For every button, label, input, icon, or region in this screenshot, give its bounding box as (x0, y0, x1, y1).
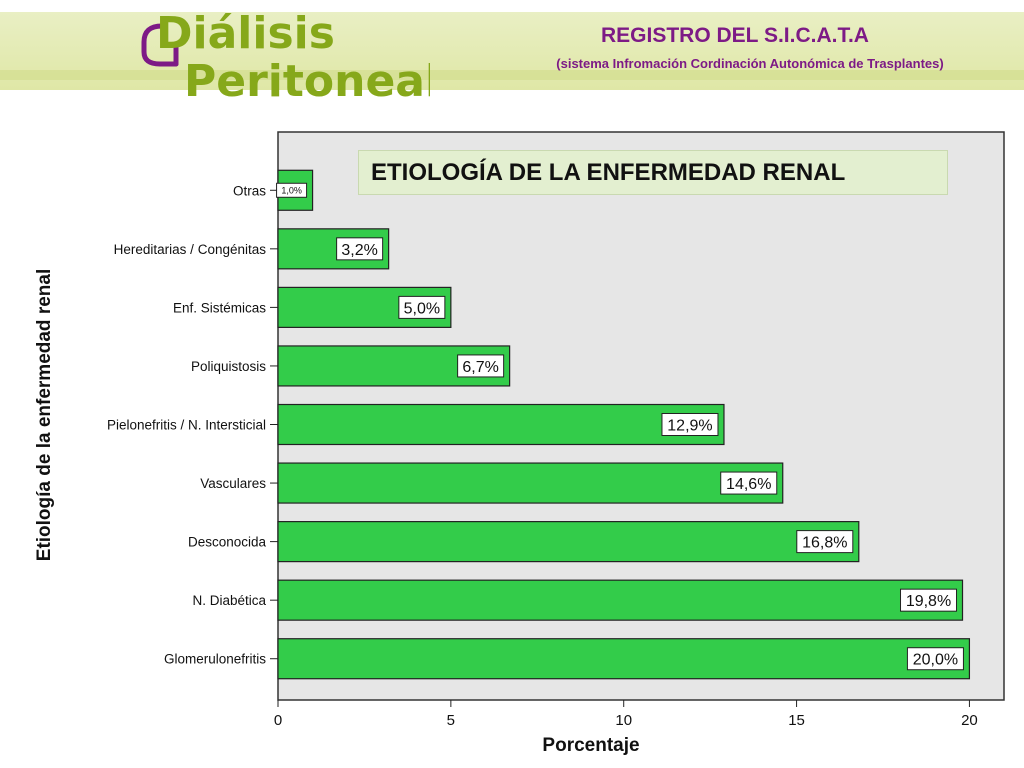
bar-4 (277, 403, 725, 446)
data-label-5: 14,6% (726, 476, 771, 493)
data-label-box-6 (796, 530, 854, 554)
y-axis-title: Etiología de la enfermedad renal (34, 269, 55, 561)
x-tick-label-0: 0 (274, 712, 282, 729)
banner-stripe (0, 70, 1024, 80)
registry-title: REGISTRO DEL S.I.C.A.T.A (601, 24, 869, 47)
logo-line1: Diálisis (156, 8, 335, 59)
category-label-0: Otras (233, 183, 266, 198)
category-label-3: Poliquistosis (191, 359, 266, 374)
data-label-box-0 (276, 182, 308, 198)
data-label-8: 20,0% (913, 652, 958, 669)
category-label-4: Pielonefritis / N. Intersticial (107, 418, 266, 433)
bar-6 (277, 521, 860, 563)
data-label-7: 19,8% (906, 593, 951, 610)
data-label-2: 5,0% (404, 300, 440, 317)
header-banner (0, 12, 1024, 90)
category-label-8: Glomerulonefritis (164, 652, 266, 667)
x-tick-label-1: 5 (447, 712, 455, 729)
data-label-6: 16,8% (802, 535, 847, 552)
data-label-0: 1,0% (281, 185, 302, 195)
data-label-1: 3,2% (341, 242, 377, 259)
data-label-box-7 (900, 588, 958, 612)
data-label-box-2 (398, 295, 446, 319)
registry-subtitle: (sistema Infromación Cordinación Autonóm… (556, 56, 944, 71)
x-axis-title: Porcentaje (542, 735, 639, 756)
category-label-7: N. Diabética (192, 593, 266, 608)
x-tick-label-4: 20 (961, 712, 978, 729)
category-label-2: Enf. Sistémicas (173, 300, 266, 315)
bar-7 (277, 579, 964, 621)
data-label-4: 12,9% (667, 418, 712, 435)
data-label-box-1 (336, 237, 384, 261)
data-label-box-5 (720, 471, 778, 495)
logo-line2: Peritoneal (184, 56, 430, 102)
chart-title: ETIOLOGÍA DE LA ENFERMEDAD RENAL (358, 150, 948, 195)
bar-8 (277, 638, 971, 680)
data-label-box-4 (661, 413, 719, 436)
x-tick-label-2: 10 (615, 712, 632, 729)
data-label-box-8 (906, 647, 964, 671)
x-tick-label-3: 15 (788, 712, 805, 729)
category-label-6: Desconocida (188, 535, 267, 550)
logo-swirl-icon (141, 23, 179, 67)
category-label-5: Vasculares (200, 476, 266, 491)
bar-5 (277, 462, 784, 504)
data-label-box-3 (457, 354, 505, 378)
category-label-1: Hereditarias / Congénitas (114, 242, 267, 257)
dialisis-peritoneal-logo: Diálisis Peritoneal (141, 8, 430, 102)
data-label-3: 6,7% (462, 359, 498, 376)
